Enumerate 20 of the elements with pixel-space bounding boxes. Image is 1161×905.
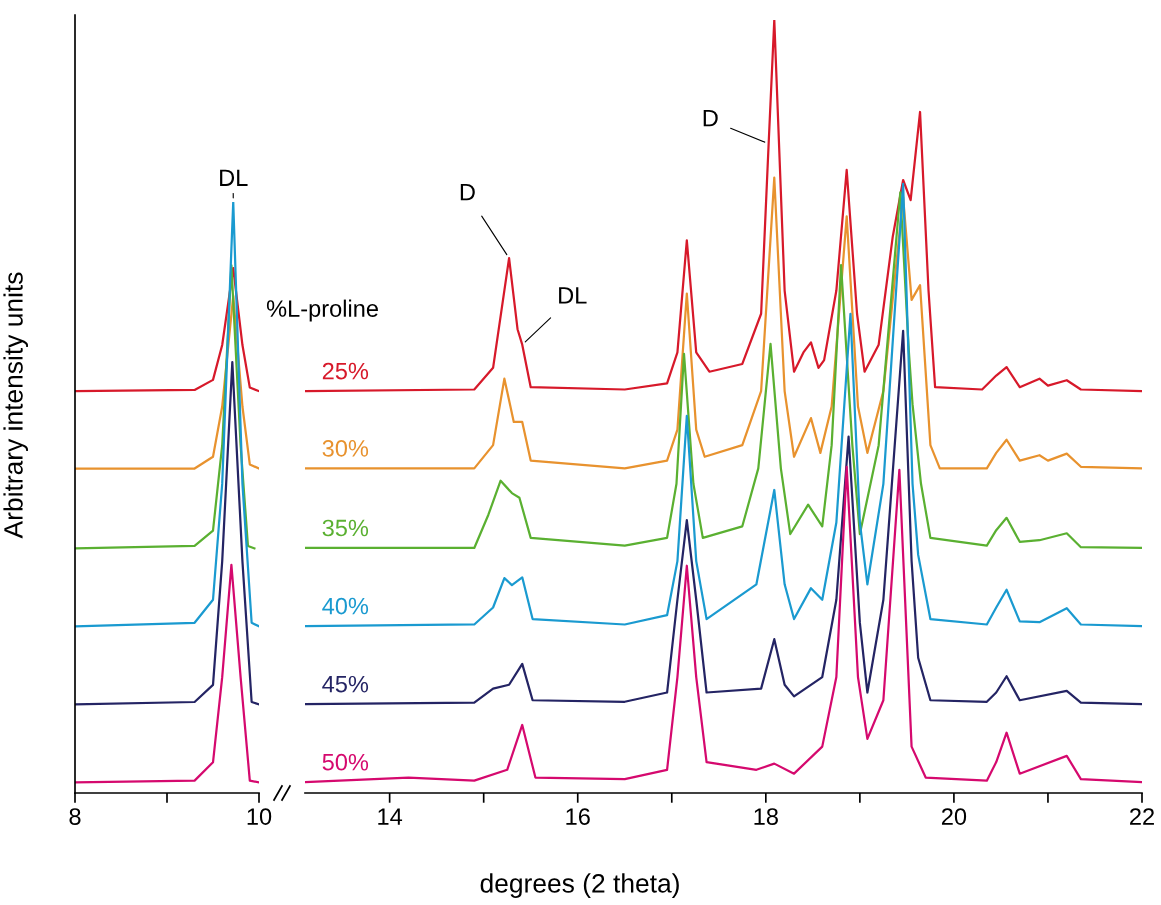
annotation: DL (559, 287, 587, 304)
x-tick-label: 14 (378, 808, 403, 825)
x-tick-label: 22 (1130, 808, 1154, 825)
x-tick-label: 8 (69, 808, 81, 825)
series-label: 25% (322, 362, 369, 380)
x-tick-label: 18 (754, 808, 778, 825)
legend-title: %L-proline (266, 299, 378, 322)
y-axis-title: Arbitrary intensity units (3, 272, 28, 539)
x-tick-label: 16 (566, 808, 590, 825)
series-label: 35% (322, 519, 369, 537)
annotation: DL (220, 169, 248, 186)
annotation: D (703, 109, 718, 127)
x-tick-label: 10 (247, 808, 272, 825)
series-label: 45% (322, 675, 369, 693)
series-label: 50% (322, 753, 369, 771)
series-label: 40% (322, 597, 369, 615)
series-label: 30% (322, 440, 369, 457)
x-axis-title: degrees (2 theta) (480, 873, 679, 898)
x-tick-label: 20 (941, 808, 967, 825)
annotation: D (460, 184, 475, 201)
